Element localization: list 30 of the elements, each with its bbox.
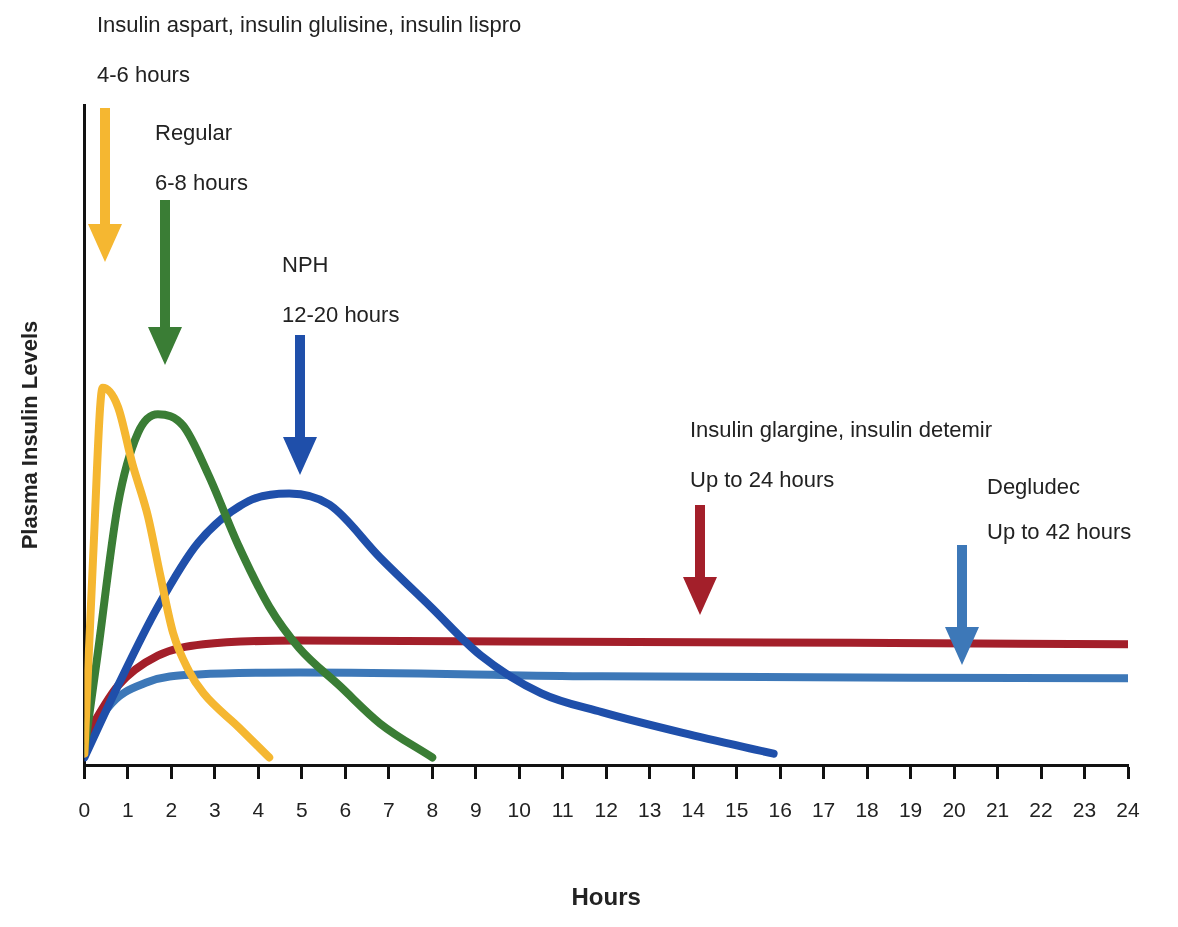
x-axis-title: Hours <box>571 883 641 911</box>
x-tick-label: 21 <box>985 798 1010 822</box>
x-tick-label: 20 <box>942 798 966 822</box>
x-tick-label: 7 <box>382 798 395 822</box>
x-tick-label: 23 <box>1072 798 1097 822</box>
text: NPH 12-20 hours <box>282 252 400 327</box>
x-tick-label: 19 <box>898 798 923 822</box>
x-tick-label: 0 <box>78 798 91 822</box>
x-tick-label: 6 <box>339 798 352 822</box>
x-tick-label: 12 <box>594 798 618 822</box>
x-tick-label: 11 <box>551 798 574 822</box>
x-tick-label: 14 <box>681 798 706 822</box>
x-tick-label: 15 <box>724 798 749 822</box>
text: Insulin aspart, insulin glulisine, insulin lispro 4-6 hours <box>97 12 522 87</box>
x-tick-label: 8 <box>426 798 439 822</box>
x-tick-label: 9 <box>469 798 482 822</box>
x-tick-label: 24 <box>1116 798 1140 822</box>
x-tick-label: 18 <box>855 798 879 822</box>
x-tick-label: 13 <box>638 798 662 822</box>
text: Regular 6-8 hours <box>155 120 248 195</box>
y-axis-title: Plasma Insulin Levels <box>17 320 43 550</box>
x-tick-label: 4 <box>252 798 265 822</box>
x-tick-label: 2 <box>165 798 178 822</box>
x-tick-label: 5 <box>295 798 308 822</box>
x-tick-label: 10 <box>507 798 531 822</box>
x-tick-label: 1 <box>122 798 134 822</box>
x-tick-label: 16 <box>768 798 792 822</box>
x-tick-label: 3 <box>209 798 221 822</box>
x-tick-label: 22 <box>1029 798 1053 822</box>
x-tick-label: 17 <box>811 798 836 822</box>
